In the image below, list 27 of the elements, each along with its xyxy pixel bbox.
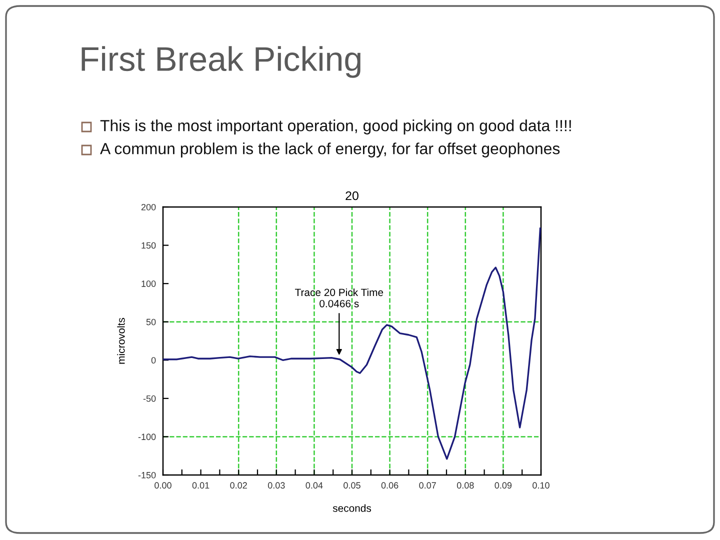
- text: A commun problem is the lack of energy, for far offset geophones: [100, 142, 560, 158]
- x-tick-label: 0.00: [154, 482, 172, 489]
- y-axis-title: microvolts: [117, 318, 125, 364]
- x-tick-label: 0.07: [419, 482, 436, 489]
- y-tick-label: 150: [142, 242, 156, 249]
- annotation: Trace 20 Pick Time 0.0466 s: [295, 288, 384, 308]
- x-tick-label: 0.04: [306, 482, 323, 489]
- x-axis-title: seconds: [332, 504, 372, 512]
- y-tick-label: -50: [143, 395, 156, 402]
- line-series: [163, 228, 541, 460]
- x-tick-label: 0.10: [532, 482, 550, 489]
- y-tick-label: 200: [141, 204, 156, 210]
- x-tick-label: 0.08: [456, 482, 474, 489]
- chart-title: First Break Picking: [82, 46, 360, 78]
- x-tick-label: 0.01: [192, 482, 210, 489]
- x-tick-label: 0.05: [344, 482, 360, 489]
- y-tick-label: 0: [151, 357, 156, 364]
- x-tick-label: 0.09: [494, 482, 512, 489]
- y-tick-label: 50: [146, 318, 156, 326]
- x-tick-label: 0.03: [268, 482, 285, 489]
- x-tick-label: 0.06: [381, 482, 398, 489]
- y-tick-label: -150: [138, 472, 156, 478]
- x-tick-label: 0.02: [230, 482, 247, 489]
- y-tick-label: -100: [138, 434, 156, 440]
- text: This is the most important operation, good picking on good data !!!!: [100, 120, 571, 134]
- y-tick-label: 100: [142, 280, 156, 287]
- chart-subtitle: 20: [346, 191, 358, 200]
